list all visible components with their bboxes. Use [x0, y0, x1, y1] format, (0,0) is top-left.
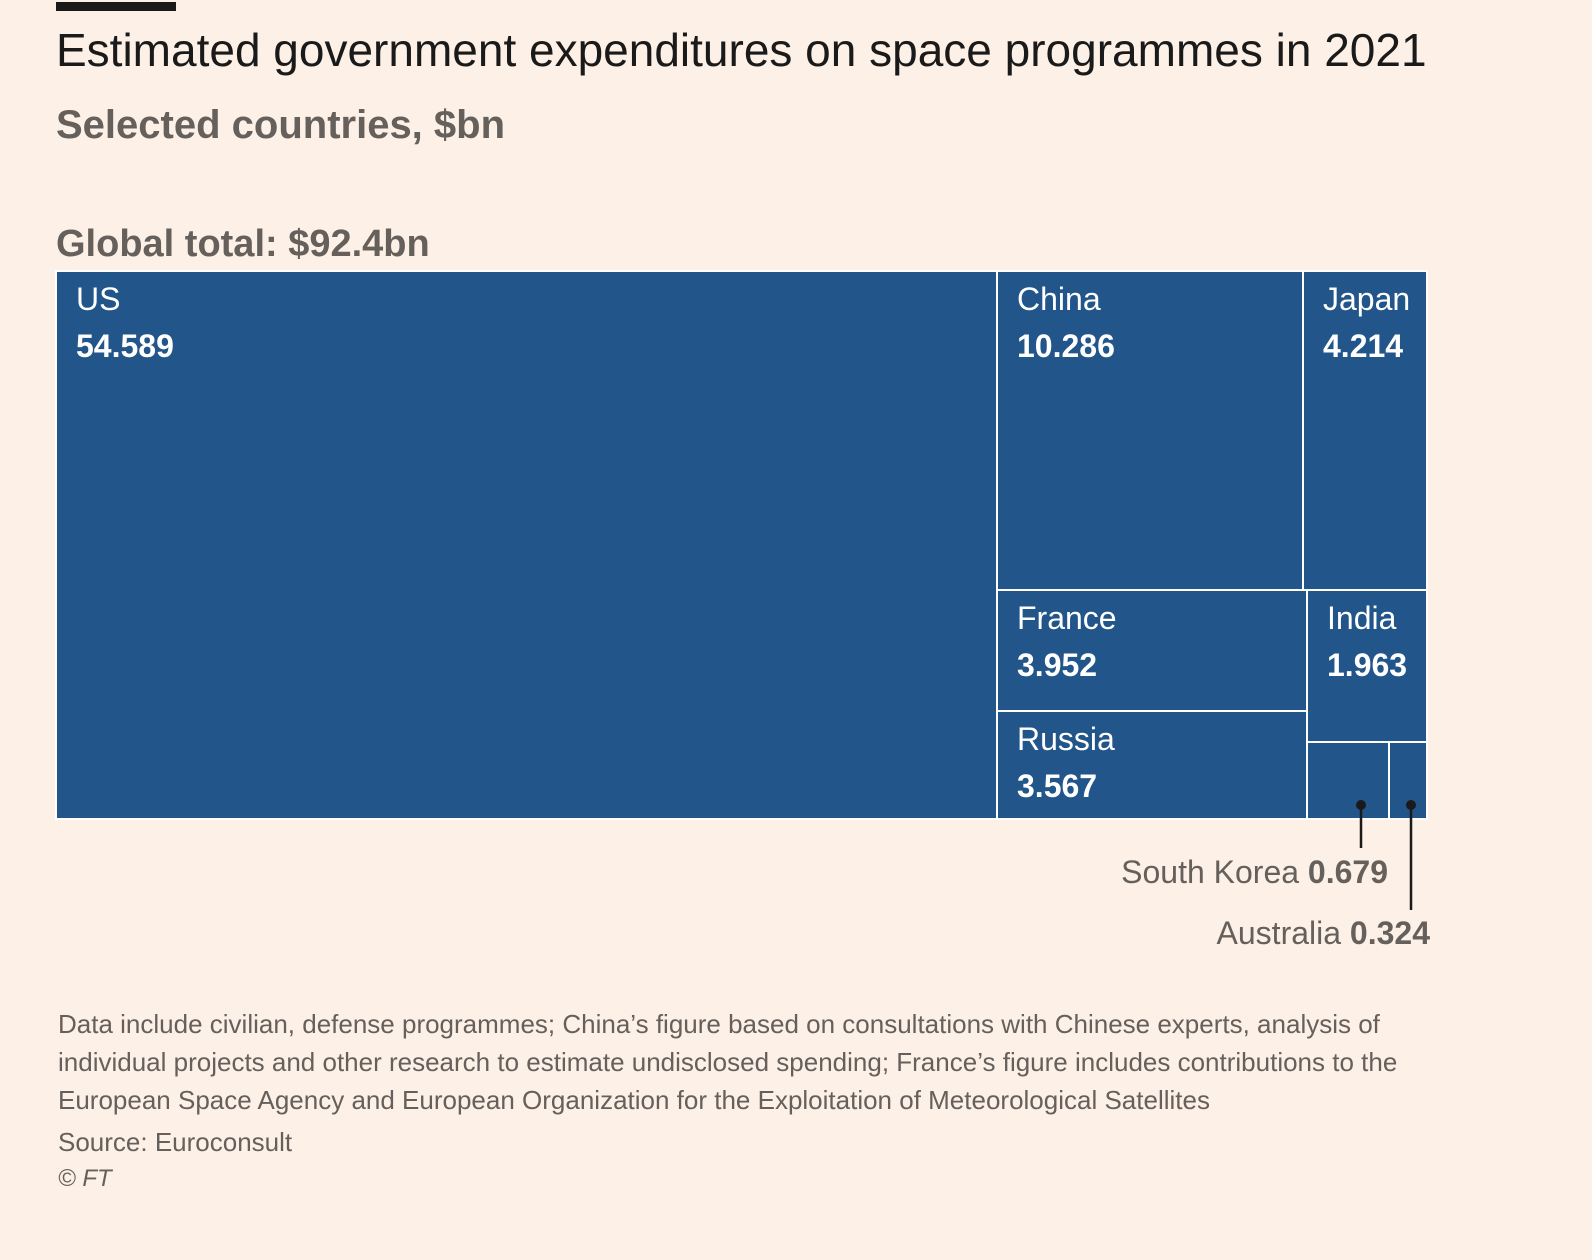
- footnote: Data include civilian, defense programme…: [58, 1009, 1398, 1115]
- tile-value-india: 1.963: [1327, 647, 1407, 683]
- callout-name-south-korea: South Korea: [1121, 854, 1308, 890]
- callout-label-australia: Australia 0.324: [1217, 915, 1431, 951]
- tile-value-us: 54.589: [76, 328, 174, 364]
- tile-label-india: India: [1327, 600, 1397, 636]
- chart-title: Estimated government expenditures on spa…: [56, 24, 1427, 76]
- global-total-label: Global total: $92.4bn: [56, 223, 430, 265]
- source-note: Source: Euroconsult: [58, 1127, 293, 1157]
- tile-label-japan: Japan: [1323, 281, 1410, 317]
- tile-label-china: China: [1017, 281, 1101, 317]
- tile-value-russia: 3.567: [1017, 768, 1097, 804]
- chart-subtitle: Selected countries, $bn: [56, 103, 506, 147]
- callout-value-south-korea: 0.679: [1308, 854, 1388, 890]
- tile-india: [1306, 589, 1428, 743]
- tile-china: [996, 270, 1304, 591]
- callout-dot-australia: [1406, 800, 1416, 810]
- tile-south-korea: [1306, 741, 1390, 820]
- tile-value-china: 10.286: [1017, 328, 1115, 364]
- tile-label-us: US: [76, 281, 120, 317]
- tile-russia: [996, 710, 1308, 820]
- tile-label-france: France: [1017, 600, 1117, 636]
- tile-value-france: 3.952: [1017, 647, 1097, 683]
- callout-label-south-korea: South Korea 0.679: [1121, 854, 1388, 890]
- callout-name-australia: Australia: [1217, 915, 1350, 951]
- tile-france: [996, 589, 1308, 712]
- callout-dot-south-korea: [1356, 800, 1366, 810]
- tile-japan: [1302, 270, 1428, 591]
- tile-us: [55, 270, 998, 820]
- tile-value-japan: 4.214: [1323, 328, 1403, 364]
- copyright-credit: © FT: [58, 1165, 112, 1192]
- tile-label-russia: Russia: [1017, 721, 1115, 757]
- callout-value-australia: 0.324: [1350, 915, 1430, 951]
- top-rule: [56, 2, 176, 11]
